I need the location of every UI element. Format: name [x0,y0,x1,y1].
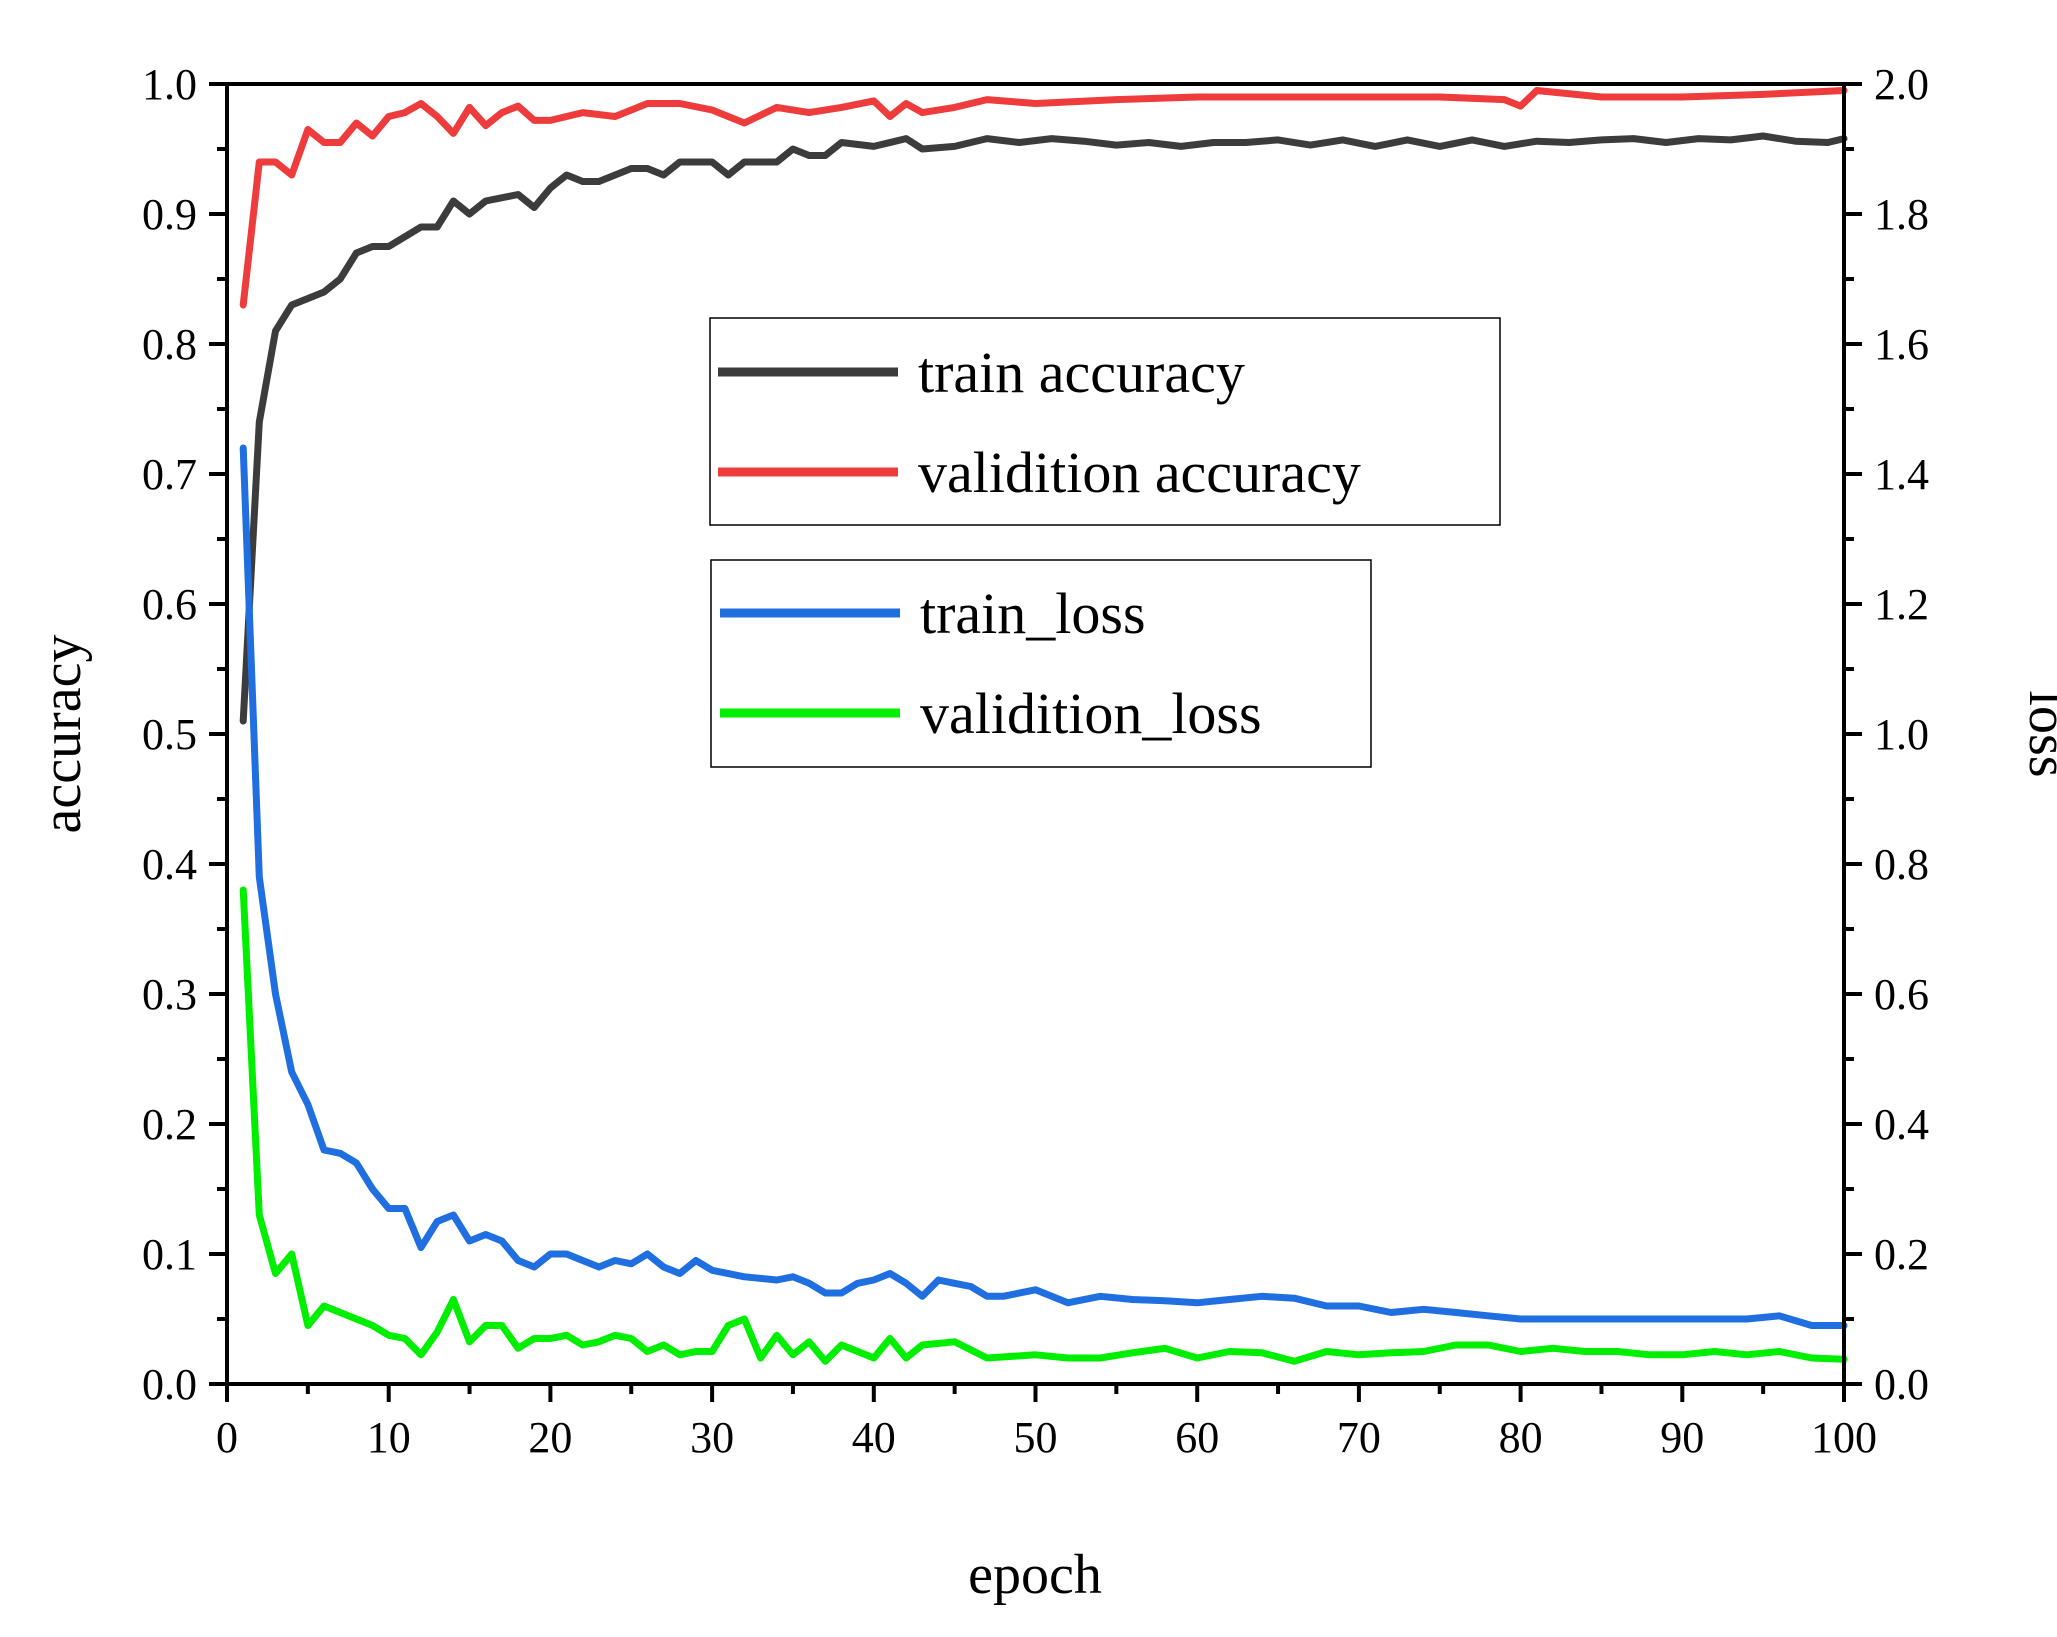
series-line-train-loss [239,444,1848,1329]
right-y-axis-title: loss [2017,690,2057,777]
left-y-tick-label: 0.4 [142,840,197,889]
legend-loss: train_loss validition_loss [710,559,1372,768]
series-line-validition-accuracy [239,87,1848,309]
right-y-tick-label: 2.0 [1874,60,1929,109]
left-y-tick-label: 0.3 [142,970,197,1019]
x-tick-label: 10 [367,1413,411,1462]
x-tick-label: 20 [528,1413,572,1462]
legend-loss-box [710,559,1372,768]
right-y-tick-label: 0.8 [1874,840,1929,889]
x-tick-label: 30 [690,1413,734,1462]
x-tick-label: 70 [1337,1413,1381,1462]
x-tick-label: 100 [1811,1413,1877,1462]
x-tick-label: 80 [1499,1413,1543,1462]
x-tick-label: 50 [1014,1413,1058,1462]
series-line-train-accuracy [239,132,1848,725]
x-tick-label: 60 [1175,1413,1219,1462]
left-y-tick-label: 0.0 [142,1360,197,1409]
series-line-validition-loss [239,886,1848,1365]
right-y-tick-label: 1.8 [1874,190,1929,239]
left-y-tick-label: 0.7 [142,450,197,499]
legend-label-train-loss: train_loss [920,581,1146,646]
left-y-tick-label: 1.0 [142,60,197,109]
x-axis-title: epoch [968,1544,1102,1606]
right-y-tick-label: 0.6 [1874,970,1929,1019]
legend-label-validition-loss: validition_loss [920,681,1262,746]
legend-accuracy: train accuracy validition accuracy [709,317,1501,526]
right-y-tick-label: 1.4 [1874,450,1929,499]
legend-label-validition-accuracy: validition accuracy [918,440,1361,505]
left-y-tick-label: 0.9 [142,190,197,239]
right-y-tick-label: 0.0 [1874,1360,1929,1409]
x-tick-label: 90 [1660,1413,1704,1462]
right-y-tick-label: 0.4 [1874,1100,1929,1149]
right-y-tick-label: 1.6 [1874,320,1929,369]
x-tick-label: 40 [852,1413,896,1462]
left-y-tick-label: 0.6 [142,580,197,629]
ticks-layer: 0 10 20 30 40 50 60 70 80 90 1000.00.10.20.30.40.5… [142,60,1929,1462]
right-y-tick-label: 1.2 [1874,580,1929,629]
right-y-tick-label: 1.0 [1874,710,1929,759]
right-y-tick-label: 0.2 [1874,1230,1929,1279]
legend-accuracy-box [709,317,1501,526]
legend-label-train-accuracy: train accuracy [918,340,1245,405]
x-tick-label: 0 [216,1413,238,1462]
left-y-axis-title: accuracy [31,635,93,834]
series-layer [239,87,1848,1365]
left-y-tick-label: 0.2 [142,1100,197,1149]
left-y-tick-label: 0.5 [142,710,197,759]
left-y-tick-label: 0.1 [142,1230,197,1279]
left-y-tick-label: 0.8 [142,320,197,369]
